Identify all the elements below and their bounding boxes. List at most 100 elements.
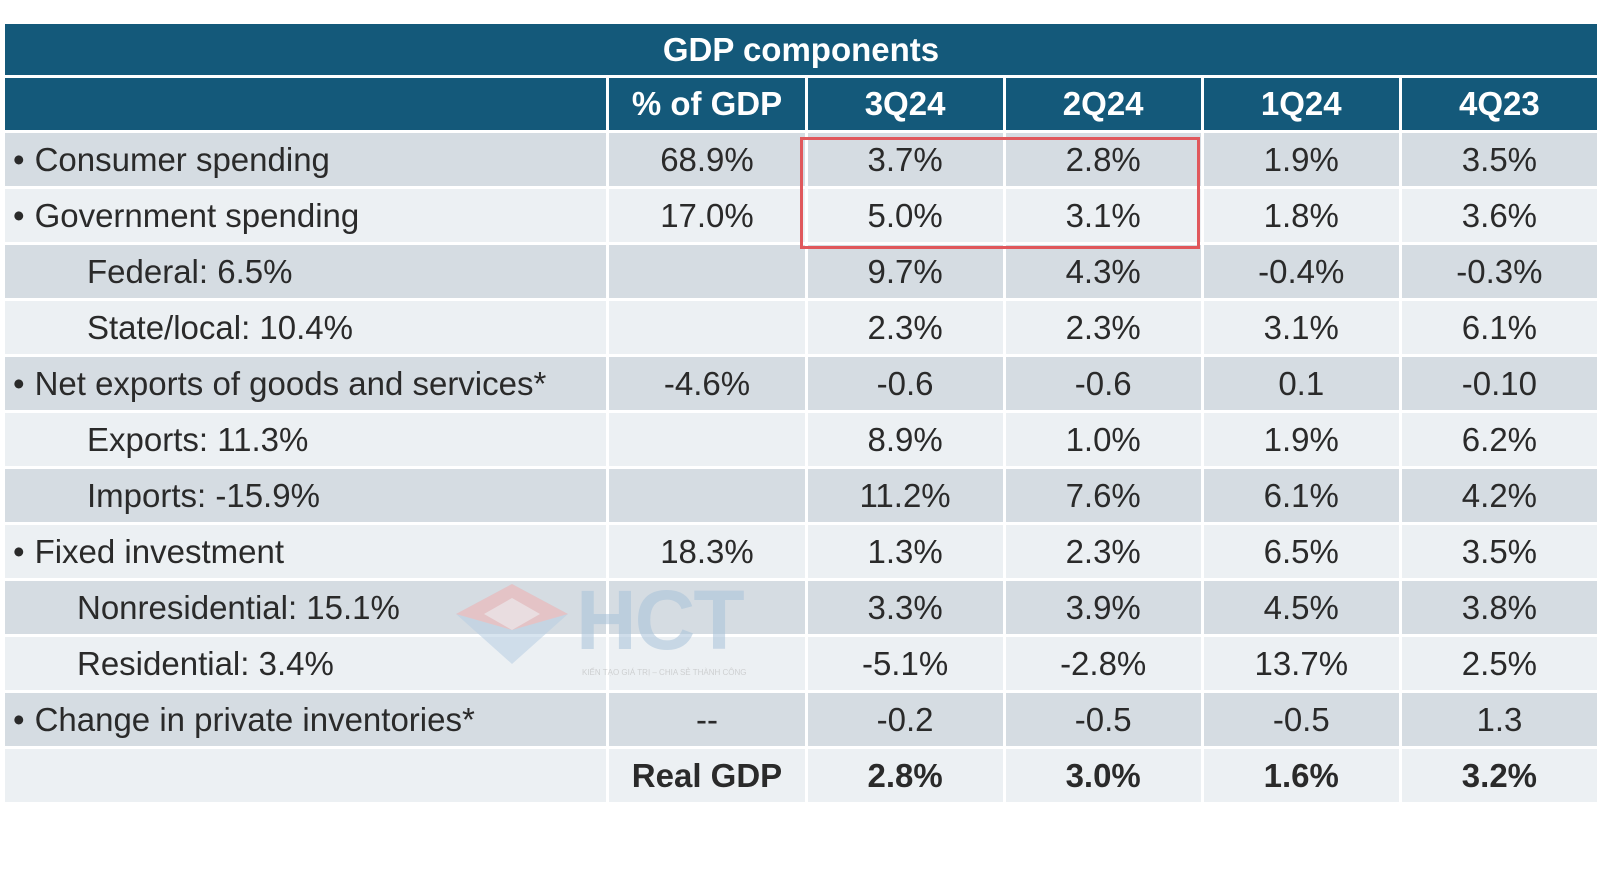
row-label-text: Change in private inventories* — [34, 700, 475, 738]
row-label-text: Exports: 11.3% — [87, 420, 309, 458]
value-cell: 3.5% — [1398, 130, 1600, 189]
value-cell: 3.9% — [1002, 578, 1204, 637]
share-cell — [606, 298, 808, 357]
bullet-icon: • — [13, 364, 25, 402]
value-cell: -0.3% — [1398, 242, 1600, 301]
value-cell: 13.7% — [1200, 634, 1402, 693]
column-header-4q23: 4Q23 — [1398, 75, 1600, 133]
row-label-text: Residential: 3.4% — [77, 644, 334, 682]
row-label-text: Net exports of goods and services* — [34, 364, 547, 402]
share-cell — [606, 410, 808, 469]
column-header-row: % of GDP 3Q24 2Q24 1Q24 4Q23 — [1, 75, 1600, 133]
value-cell: 1.9% — [1200, 410, 1402, 469]
share-cell: 17.0% — [606, 186, 808, 245]
value-cell: 3.7% — [804, 130, 1006, 189]
value-cell: -0.4% — [1200, 242, 1402, 301]
value-cell: 4.5% — [1200, 578, 1402, 637]
value-cell: 9.7% — [804, 242, 1006, 301]
value-cell: 2.8% — [804, 746, 1006, 805]
table-row: State/local: 10.4% 2.3% 2.3% 3.1% 6.1% — [1, 298, 1600, 357]
row-label: Imports: -15.9% — [1, 466, 610, 525]
value-cell: -0.5 — [1002, 690, 1204, 749]
bullet-icon: • — [13, 140, 25, 178]
row-label-text: Nonresidential: 15.1% — [77, 588, 400, 626]
value-cell: -2.8% — [1002, 634, 1204, 693]
row-label — [1, 746, 610, 805]
value-cell: 1.0% — [1002, 410, 1204, 469]
table-row: • Change in private inventories* -- -0.2 -0.… — [1, 690, 1600, 749]
value-cell: 7.6% — [1002, 466, 1204, 525]
row-label: Nonresidential: 15.1% — [1, 578, 610, 637]
row-label: • Fixed investment — [1, 522, 610, 581]
value-cell: 6.2% — [1398, 410, 1600, 469]
value-cell: -5.1% — [804, 634, 1006, 693]
value-cell: 2.5% — [1398, 634, 1600, 693]
value-cell: 3.0% — [1002, 746, 1204, 805]
value-cell: 1.3 — [1398, 690, 1600, 749]
share-cell: 18.3% — [606, 522, 808, 581]
row-label-text: State/local: 10.4% — [87, 308, 353, 346]
row-label-text: Fixed investment — [34, 532, 284, 570]
table-row: • Net exports of goods and services* -4.6%… — [1, 354, 1600, 413]
column-header-share: % of GDP — [606, 75, 808, 133]
value-cell: 11.2% — [804, 466, 1006, 525]
value-cell: 3.5% — [1398, 522, 1600, 581]
table-row: • Consumer spending 68.9% 3.7% 2.8% 1.9% 3.5% — [1, 130, 1600, 189]
value-cell: 8.9% — [804, 410, 1006, 469]
value-cell: 3.8% — [1398, 578, 1600, 637]
share-cell: Real GDP — [606, 746, 808, 805]
row-label: • Net exports of goods and services* — [1, 354, 610, 413]
value-cell: 0.1 — [1200, 354, 1402, 413]
row-label-text: Federal: 6.5% — [87, 252, 293, 290]
column-header-label — [1, 75, 610, 133]
column-header-3q24: 3Q24 — [804, 75, 1006, 133]
column-header-2q24: 2Q24 — [1002, 75, 1204, 133]
share-cell — [606, 578, 808, 637]
value-cell: 6.1% — [1398, 298, 1600, 357]
value-cell: 3.1% — [1002, 186, 1204, 245]
value-cell: 5.0% — [804, 186, 1006, 245]
row-label: • Government spending — [1, 186, 610, 245]
bullet-icon: • — [13, 532, 25, 570]
value-cell: -0.5 — [1200, 690, 1402, 749]
row-label: • Consumer spending — [1, 130, 610, 189]
value-cell: -0.10 — [1398, 354, 1600, 413]
bullet-icon: • — [13, 700, 25, 738]
value-cell: 2.3% — [804, 298, 1006, 357]
table-row: Residential: 3.4% -5.1% -2.8% 13.7% 2.5% — [1, 634, 1600, 693]
table-row: • Government spending 17.0% 5.0% 3.1% 1.8% 3.6… — [1, 186, 1600, 245]
value-cell: -0.2 — [804, 690, 1006, 749]
value-cell: 1.8% — [1200, 186, 1402, 245]
value-cell: 4.3% — [1002, 242, 1204, 301]
row-label: Federal: 6.5% — [1, 242, 610, 301]
table-row: Exports: 11.3% 8.9% 1.0% 1.9% 6.2% — [1, 410, 1600, 469]
table-row: Federal: 6.5% 9.7% 4.3% -0.4% -0.3% — [1, 242, 1600, 301]
share-cell — [606, 242, 808, 301]
share-cell: -- — [606, 690, 808, 749]
value-cell: 1.6% — [1200, 746, 1402, 805]
value-cell: 1.9% — [1200, 130, 1402, 189]
table-row: Nonresidential: 15.1% 3.3% 3.9% 4.5% 3.8% — [1, 578, 1600, 637]
value-cell: 1.3% — [804, 522, 1006, 581]
value-cell: 3.3% — [804, 578, 1006, 637]
table-title-row: GDP components — [2, 24, 1600, 78]
value-cell: 2.8% — [1002, 130, 1204, 189]
value-cell: 3.1% — [1200, 298, 1402, 357]
column-header-1q24: 1Q24 — [1200, 75, 1402, 133]
value-cell: 6.5% — [1200, 522, 1402, 581]
table-title: GDP components — [2, 24, 1600, 78]
value-cell: 3.2% — [1398, 746, 1600, 805]
value-cell: 4.2% — [1398, 466, 1600, 525]
row-label: • Change in private inventories* — [1, 690, 610, 749]
share-cell — [606, 634, 808, 693]
table-row: • Fixed investment 18.3% 1.3% 2.3% 6.5% 3.5% — [1, 522, 1600, 581]
row-label-text: Consumer spending — [34, 140, 330, 178]
value-cell: 6.1% — [1200, 466, 1402, 525]
bullet-icon: • — [13, 196, 25, 234]
value-cell: 2.3% — [1002, 298, 1204, 357]
value-cell: -0.6 — [1002, 354, 1204, 413]
row-label: Exports: 11.3% — [1, 410, 610, 469]
table-row: Real GDP 2.8% 3.0% 1.6% 3.2% — [1, 746, 1600, 805]
row-label: State/local: 10.4% — [1, 298, 610, 357]
table-body: • Consumer spending 68.9% 3.7% 2.8% 1.9% 3.5% •… — [1, 130, 1600, 805]
